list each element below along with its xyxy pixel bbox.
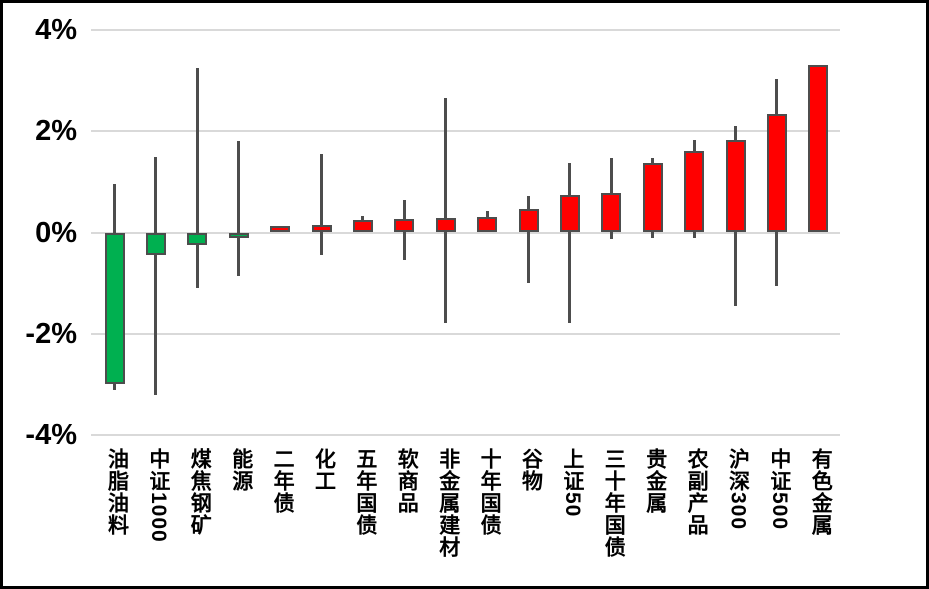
x-axis-label: 软商品	[395, 448, 419, 514]
x-axis-label: 十年国债	[478, 448, 502, 536]
candle-body	[559, 195, 580, 233]
gridline--2%	[91, 332, 840, 335]
x-axis-label: 二年债	[271, 448, 295, 514]
y-axis-tick-label: 0%	[35, 216, 77, 249]
candle-body	[642, 163, 663, 233]
candle-whisker	[527, 195, 530, 284]
gridline--4%	[91, 434, 840, 437]
candle-whisker	[237, 141, 241, 276]
x-axis-label: 谷物	[519, 448, 543, 492]
x-axis-label: 中证1000	[146, 448, 170, 543]
gridline-2%	[91, 130, 840, 133]
candle-body	[270, 226, 291, 233]
candle-body	[145, 232, 166, 256]
x-axis-label: 贵金属	[643, 448, 667, 514]
candle-body	[104, 232, 125, 385]
candle-whisker	[195, 67, 199, 289]
gridline-0%	[91, 231, 840, 234]
candle-body	[808, 65, 829, 233]
candle-body	[766, 114, 787, 233]
x-axis-label: 煤焦钢矿	[188, 448, 212, 536]
candle-body	[601, 193, 622, 233]
candle-body	[725, 140, 746, 233]
candle-body	[394, 218, 415, 233]
candle-whisker	[320, 153, 323, 256]
candle-body	[477, 216, 498, 233]
y-axis-tick-label: -4%	[25, 419, 77, 452]
candlestick-chart: 4% 2% 0% -2% -4% 油脂油料 中证1000 煤焦钢矿 能源 二年债 化工 五年国债 软商品…	[3, 3, 926, 586]
gridline-4%	[91, 28, 840, 31]
x-axis-label: 三十年国债	[602, 448, 626, 558]
candle-whisker	[154, 156, 158, 395]
candle-body	[352, 219, 373, 233]
candle-body	[518, 209, 539, 233]
y-axis-tick-label: 4%	[35, 13, 77, 46]
x-axis-label: 农副产品	[685, 448, 709, 536]
x-axis-label: 油脂油料	[105, 448, 129, 536]
x-axis-label: 中证500	[767, 448, 791, 531]
x-axis-label: 上证50	[560, 448, 584, 518]
candle-body	[684, 151, 705, 233]
x-axis-label: 化工	[312, 448, 336, 492]
candle-body	[311, 224, 332, 233]
y-axis-tick-label: 2%	[35, 115, 77, 148]
y-axis-tick-label: -2%	[25, 317, 77, 350]
candle-whisker	[444, 98, 448, 323]
candle-body	[228, 232, 249, 238]
x-axis-label: 有色金属	[809, 448, 833, 536]
candle-body	[435, 218, 456, 233]
x-axis-label: 五年国债	[353, 448, 377, 536]
candle-body	[187, 232, 208, 246]
x-axis-label: 沪深300	[726, 448, 750, 531]
x-axis-label: 非金属建材	[436, 448, 460, 558]
x-axis-label: 能源	[229, 448, 253, 492]
candle-whisker	[568, 162, 572, 323]
